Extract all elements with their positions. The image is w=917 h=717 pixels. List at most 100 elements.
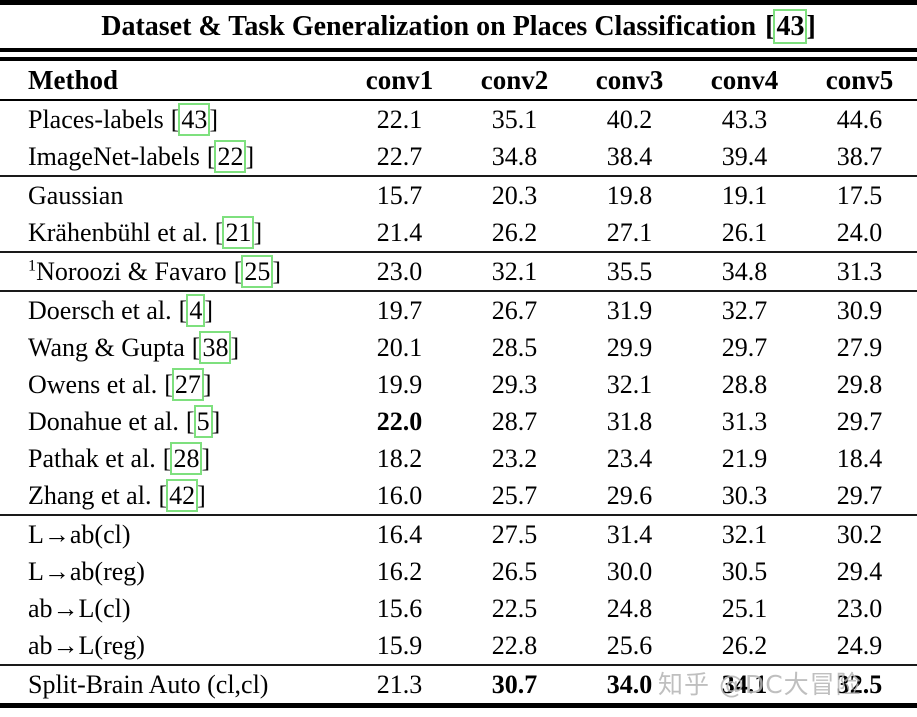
method-label: Places-labels xyxy=(28,104,164,134)
method-cell: Gaussian xyxy=(0,175,342,214)
value-cell: 19.1 xyxy=(687,175,802,214)
value-cell: 24.8 xyxy=(606,593,653,623)
value-cell: 25.6 xyxy=(606,630,653,660)
footnote-marker: 1 xyxy=(28,256,37,274)
citation-number[interactable]: 42 xyxy=(166,478,199,512)
method-label: ImageNet-labels xyxy=(28,141,200,171)
value-cell: 26.7 xyxy=(457,290,572,329)
method-label: Donahue et al. xyxy=(28,406,179,436)
title-citation-link[interactable]: 43 xyxy=(765,8,816,44)
citation-number[interactable]: 22 xyxy=(214,139,247,173)
citation-link[interactable]: 22 xyxy=(207,139,254,173)
value-cell: 25.1 xyxy=(721,593,768,623)
table-row: L→ab(cl) 16.4 27.5 31.4 32.1 30.2 xyxy=(0,514,917,553)
method-cell: Wang & Gupta 38 xyxy=(0,329,342,366)
value-cell: 15.7 xyxy=(342,175,457,214)
value-cell: 23.0 xyxy=(836,593,883,623)
value-cell: 29.8 xyxy=(836,369,883,399)
method-label: L→ab(reg) xyxy=(28,556,145,586)
method-cell: ab→L(cl) xyxy=(0,590,342,627)
citation-number[interactable]: 28 xyxy=(170,441,203,475)
method-label: Zhang et al. xyxy=(28,480,152,510)
value-cell: 31.9 xyxy=(572,290,687,329)
table-row: Doersch et al. 4 19.726.731.932.730.9 xyxy=(0,290,917,329)
column-header: conv4 xyxy=(687,61,802,101)
citation-number[interactable]: 5 xyxy=(193,404,213,438)
column-header: Method xyxy=(0,61,342,101)
citation-link[interactable]: 21 xyxy=(215,215,262,249)
table-row: Donahue et al. 5 22.0 28.7 31.8 31.3 29.7 xyxy=(0,403,917,440)
value-cell: 20.3 xyxy=(457,175,572,214)
table-row: Wang & Gupta 38 20.1 28.5 29.9 29.7 27.9 xyxy=(0,329,917,366)
citation-number[interactable]: 25 xyxy=(241,254,274,288)
value-cell: 18.4 xyxy=(836,443,883,473)
value-cell: 24.0 xyxy=(836,217,883,247)
table-row: ab→L(cl) 15.6 22.5 24.8 25.1 23.0 xyxy=(0,590,917,627)
table-row: 1Noroozi & Favaro 25 23.032.135.534.831.3 xyxy=(0,251,917,291)
value-cell: 32.1 xyxy=(457,251,572,291)
value-cell: 16.0 xyxy=(376,480,423,510)
citation-link[interactable]: 4 xyxy=(179,293,213,327)
citation-link[interactable]: 5 xyxy=(186,404,220,438)
value-cell: 29.7 xyxy=(836,480,883,510)
column-header: conv2 xyxy=(457,61,572,101)
results-table: Method conv1 conv2 conv3 conv4 conv5 Places-l… xyxy=(0,61,917,703)
table-row: Pathak et al. 28 18.2 23.2 23.4 21.9 18.4 xyxy=(0,440,917,477)
value-cell: 28.5 xyxy=(491,332,538,362)
citation-link[interactable]: 25 xyxy=(234,254,281,288)
method-cell: Zhang et al. 42 xyxy=(0,477,342,515)
citation-link[interactable]: 42 xyxy=(158,478,206,512)
method-label: Noroozi & Favaro xyxy=(36,256,227,286)
value-cell: 30.0 xyxy=(606,556,653,586)
double-rule-bottom xyxy=(0,57,917,61)
value-cell: 16.4 xyxy=(342,514,457,553)
value-cell: 29.9 xyxy=(606,332,653,362)
table-row: ab→L(reg) 15.9 22.8 25.6 26.2 24.9 xyxy=(0,627,917,665)
value-cell: 22.1 xyxy=(376,104,423,134)
value-cell: 24.9 xyxy=(836,630,883,660)
value-cell: 22.8 xyxy=(491,630,538,660)
value-cell: 29.7 xyxy=(721,332,768,362)
value-cell: 38.4 xyxy=(606,141,653,171)
value-cell: 44.6 xyxy=(836,104,883,134)
citation-number[interactable]: 38 xyxy=(199,330,232,364)
title-citation-number[interactable]: 43 xyxy=(773,8,808,44)
table-row: ImageNet-labels 22 22.7 34.8 38.4 39.4 38.7 xyxy=(0,138,917,176)
citation-number[interactable]: 27 xyxy=(171,367,204,401)
value-cell: 43.3 xyxy=(721,104,768,134)
value-cell: 29.7 xyxy=(836,406,883,436)
value-cell: 15.9 xyxy=(376,630,423,660)
table-title-text: Dataset & Task Generalization on Places … xyxy=(101,10,757,42)
method-cell: Donahue et al. 5 xyxy=(0,403,342,440)
citation-number[interactable]: 4 xyxy=(186,293,206,327)
citation-link[interactable]: 43 xyxy=(171,102,218,136)
table-row: Split-Brain Auto (cl,cl) 21.3 30.7 34.0 34.… xyxy=(0,664,917,703)
method-label: Split-Brain Auto (cl,cl) xyxy=(28,669,269,699)
value-cell: 19.9 xyxy=(376,369,423,399)
column-header: conv3 xyxy=(572,61,687,101)
column-header: conv5 xyxy=(802,61,917,101)
value-cell: 28.7 xyxy=(491,406,538,436)
citation-number[interactable]: 43 xyxy=(178,102,211,136)
value-cell: 32.1 xyxy=(687,514,802,553)
method-cell: ab→L(reg) xyxy=(0,627,342,665)
bottom-rule xyxy=(0,703,917,708)
value-cell: 18.2 xyxy=(376,443,423,473)
value-cell: 25.7 xyxy=(491,480,538,510)
value-cell: 19.8 xyxy=(572,175,687,214)
value-cell: 29.3 xyxy=(491,369,538,399)
table-row: Krähenbühl et al. 21 21.4 26.2 27.1 26.1 24.0 xyxy=(0,214,917,252)
method-cell: Places-labels 43 xyxy=(0,100,342,138)
value-cell: 30.7 xyxy=(457,664,572,703)
value-cell: 26.1 xyxy=(721,217,768,247)
citation-number[interactable]: 21 xyxy=(222,215,255,249)
value-cell: 26.5 xyxy=(491,556,538,586)
method-cell: L→ab(cl) xyxy=(0,514,342,553)
citation-link[interactable]: 27 xyxy=(164,367,212,401)
top-rule xyxy=(0,0,917,5)
citation-link[interactable]: 38 xyxy=(192,330,239,364)
citation-link[interactable]: 28 xyxy=(163,441,210,475)
value-cell: 15.6 xyxy=(376,593,423,623)
value-cell: 28.8 xyxy=(721,369,768,399)
value-cell: 22.7 xyxy=(376,141,423,171)
